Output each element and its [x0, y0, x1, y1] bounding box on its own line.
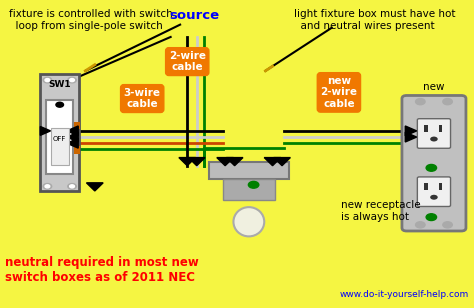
Bar	[46, 100, 73, 174]
Bar	[51, 128, 69, 165]
Polygon shape	[179, 158, 196, 166]
FancyBboxPatch shape	[417, 119, 450, 148]
FancyBboxPatch shape	[417, 177, 450, 206]
Polygon shape	[405, 126, 417, 136]
Bar	[74, 122, 80, 129]
Text: OFF: OFF	[53, 136, 66, 142]
Circle shape	[45, 185, 50, 188]
Circle shape	[416, 99, 425, 105]
FancyBboxPatch shape	[402, 95, 466, 231]
Polygon shape	[188, 158, 205, 166]
Circle shape	[443, 222, 452, 228]
Polygon shape	[67, 126, 78, 136]
Circle shape	[426, 164, 437, 171]
Circle shape	[43, 184, 52, 189]
Polygon shape	[67, 132, 78, 142]
Bar	[439, 183, 443, 190]
Circle shape	[430, 136, 438, 141]
FancyBboxPatch shape	[40, 74, 79, 191]
Bar	[424, 125, 428, 132]
Bar	[439, 125, 443, 132]
Text: source: source	[169, 9, 219, 22]
Text: www.do-it-yourself-help.com: www.do-it-yourself-help.com	[340, 290, 469, 299]
Circle shape	[443, 99, 452, 105]
Circle shape	[43, 77, 52, 83]
Circle shape	[56, 102, 64, 107]
Text: neutral required in most new
switch boxes as of 2011 NEC: neutral required in most new switch boxe…	[5, 256, 199, 284]
Polygon shape	[40, 127, 51, 135]
Bar	[74, 146, 80, 154]
Text: new
2-wire
cable: new 2-wire cable	[320, 76, 357, 109]
Polygon shape	[67, 138, 78, 148]
Circle shape	[68, 77, 76, 83]
Circle shape	[45, 79, 50, 82]
Text: new receptacle
is always hot: new receptacle is always hot	[341, 200, 421, 222]
Circle shape	[51, 157, 61, 164]
Polygon shape	[405, 132, 417, 142]
Text: 2-wire
cable: 2-wire cable	[169, 51, 206, 72]
Polygon shape	[273, 158, 291, 166]
Polygon shape	[264, 158, 281, 166]
Bar	[223, 179, 275, 200]
Text: fixture is controlled with switch
  loop from single-pole switch: fixture is controlled with switch loop f…	[9, 9, 173, 31]
Polygon shape	[217, 158, 234, 166]
Circle shape	[70, 79, 74, 82]
Text: 3-wire
cable: 3-wire cable	[124, 88, 161, 109]
Polygon shape	[86, 183, 103, 191]
Text: light fixture box must have hot
  and neutral wires present: light fixture box must have hot and neut…	[294, 9, 456, 31]
Circle shape	[426, 214, 437, 221]
Bar	[209, 162, 289, 179]
Text: SW1: SW1	[48, 80, 71, 89]
Ellipse shape	[233, 207, 264, 237]
Circle shape	[70, 185, 74, 188]
Circle shape	[430, 195, 438, 200]
Circle shape	[68, 184, 76, 189]
Polygon shape	[226, 158, 243, 166]
Text: new: new	[423, 83, 445, 92]
Bar	[424, 183, 428, 190]
Circle shape	[416, 222, 425, 228]
Circle shape	[248, 181, 259, 188]
